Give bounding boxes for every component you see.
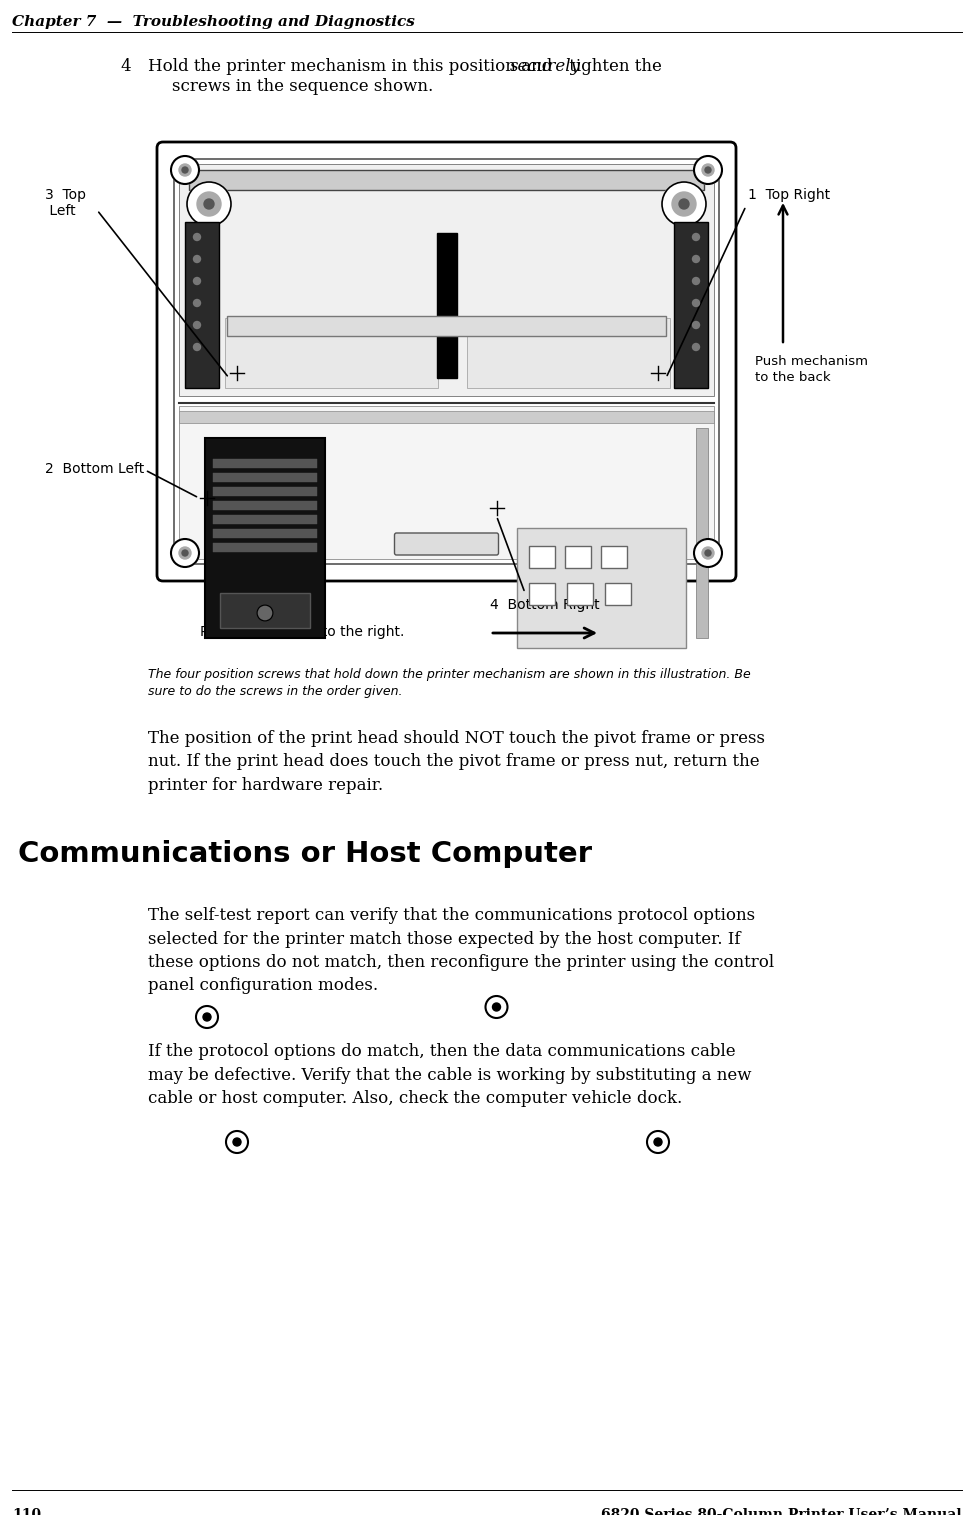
Circle shape	[194, 256, 201, 262]
Text: The self-test report can verify that the communications protocol options
selecte: The self-test report can verify that the…	[148, 907, 774, 994]
Circle shape	[705, 550, 711, 556]
Text: Hold the printer mechanism in this position and: Hold the printer mechanism in this posit…	[148, 58, 557, 76]
Circle shape	[694, 539, 722, 567]
Circle shape	[702, 547, 714, 559]
Text: Push mechanism to the right.: Push mechanism to the right.	[200, 626, 404, 639]
Bar	[213, 486, 317, 495]
Circle shape	[182, 550, 188, 556]
Bar	[179, 406, 714, 559]
Bar	[179, 411, 714, 423]
Bar	[436, 233, 457, 379]
Circle shape	[702, 164, 714, 176]
Circle shape	[493, 1003, 501, 1011]
Circle shape	[171, 156, 199, 183]
Circle shape	[693, 256, 699, 262]
Bar	[565, 545, 590, 568]
Text: 1  Top Right: 1 Top Right	[748, 188, 830, 201]
Circle shape	[694, 156, 722, 183]
Text: 4: 4	[120, 58, 131, 76]
Circle shape	[233, 1138, 241, 1145]
Circle shape	[662, 182, 706, 226]
Text: If the protocol options do match, then the data communications cable
may be defe: If the protocol options do match, then t…	[148, 1042, 752, 1107]
Circle shape	[257, 604, 273, 621]
Bar	[205, 438, 325, 638]
Circle shape	[647, 1132, 669, 1153]
Circle shape	[485, 995, 507, 1018]
Text: Push mechanism
to the back: Push mechanism to the back	[755, 355, 868, 383]
Circle shape	[204, 198, 214, 209]
Circle shape	[194, 321, 201, 329]
Circle shape	[196, 1006, 218, 1029]
Bar	[225, 318, 438, 388]
Circle shape	[693, 233, 699, 241]
Text: 2  Bottom Left: 2 Bottom Left	[45, 462, 144, 476]
Circle shape	[693, 344, 699, 350]
Bar	[467, 318, 669, 388]
Bar	[213, 529, 317, 538]
Bar	[601, 545, 626, 568]
Text: The position of the print head should NOT touch the pivot frame or press
nut. If: The position of the print head should NO…	[148, 730, 765, 794]
Text: 110: 110	[12, 1507, 41, 1515]
Circle shape	[693, 321, 699, 329]
Bar	[567, 583, 592, 604]
Bar	[529, 583, 554, 604]
Circle shape	[179, 547, 191, 559]
Text: The four position screws that hold down the printer mechanism are shown in this : The four position screws that hold down …	[148, 668, 751, 698]
Bar	[213, 473, 317, 482]
Circle shape	[194, 277, 201, 285]
Circle shape	[187, 182, 231, 226]
Circle shape	[693, 300, 699, 306]
Text: tighten the: tighten the	[564, 58, 662, 76]
Circle shape	[226, 1132, 248, 1153]
Circle shape	[693, 277, 699, 285]
Circle shape	[171, 539, 199, 567]
Bar	[696, 429, 708, 638]
Bar	[179, 164, 714, 395]
Bar	[213, 501, 317, 511]
Bar	[227, 317, 666, 336]
Text: Communications or Host Computer: Communications or Host Computer	[18, 839, 592, 868]
Text: securely: securely	[510, 58, 581, 76]
Bar	[213, 542, 317, 551]
FancyBboxPatch shape	[394, 533, 499, 554]
Circle shape	[182, 167, 188, 173]
Bar	[529, 545, 554, 568]
Circle shape	[194, 344, 201, 350]
Circle shape	[203, 1014, 211, 1021]
Bar	[605, 583, 630, 604]
Circle shape	[654, 1138, 662, 1145]
Bar	[516, 529, 686, 648]
Circle shape	[194, 233, 201, 241]
Circle shape	[672, 192, 696, 217]
Bar	[213, 515, 317, 524]
Circle shape	[197, 192, 221, 217]
Bar	[674, 223, 708, 388]
Bar	[185, 223, 219, 388]
Text: 6820 Series 80-Column Printer User’s Manual: 6820 Series 80-Column Printer User’s Man…	[601, 1507, 962, 1515]
Bar	[220, 592, 310, 629]
Circle shape	[179, 164, 191, 176]
Circle shape	[679, 198, 689, 209]
Text: screws in the sequence shown.: screws in the sequence shown.	[172, 77, 433, 95]
Text: Chapter 7  —  Troubleshooting and Diagnostics: Chapter 7 — Troubleshooting and Diagnost…	[12, 15, 415, 29]
Circle shape	[705, 167, 711, 173]
Bar	[213, 459, 317, 468]
Text: 4  Bottom Right: 4 Bottom Right	[490, 598, 600, 612]
Text: 3  Top
 Left: 3 Top Left	[45, 188, 86, 218]
Circle shape	[194, 300, 201, 306]
FancyBboxPatch shape	[157, 142, 736, 580]
FancyBboxPatch shape	[174, 159, 719, 564]
Bar	[189, 170, 704, 189]
